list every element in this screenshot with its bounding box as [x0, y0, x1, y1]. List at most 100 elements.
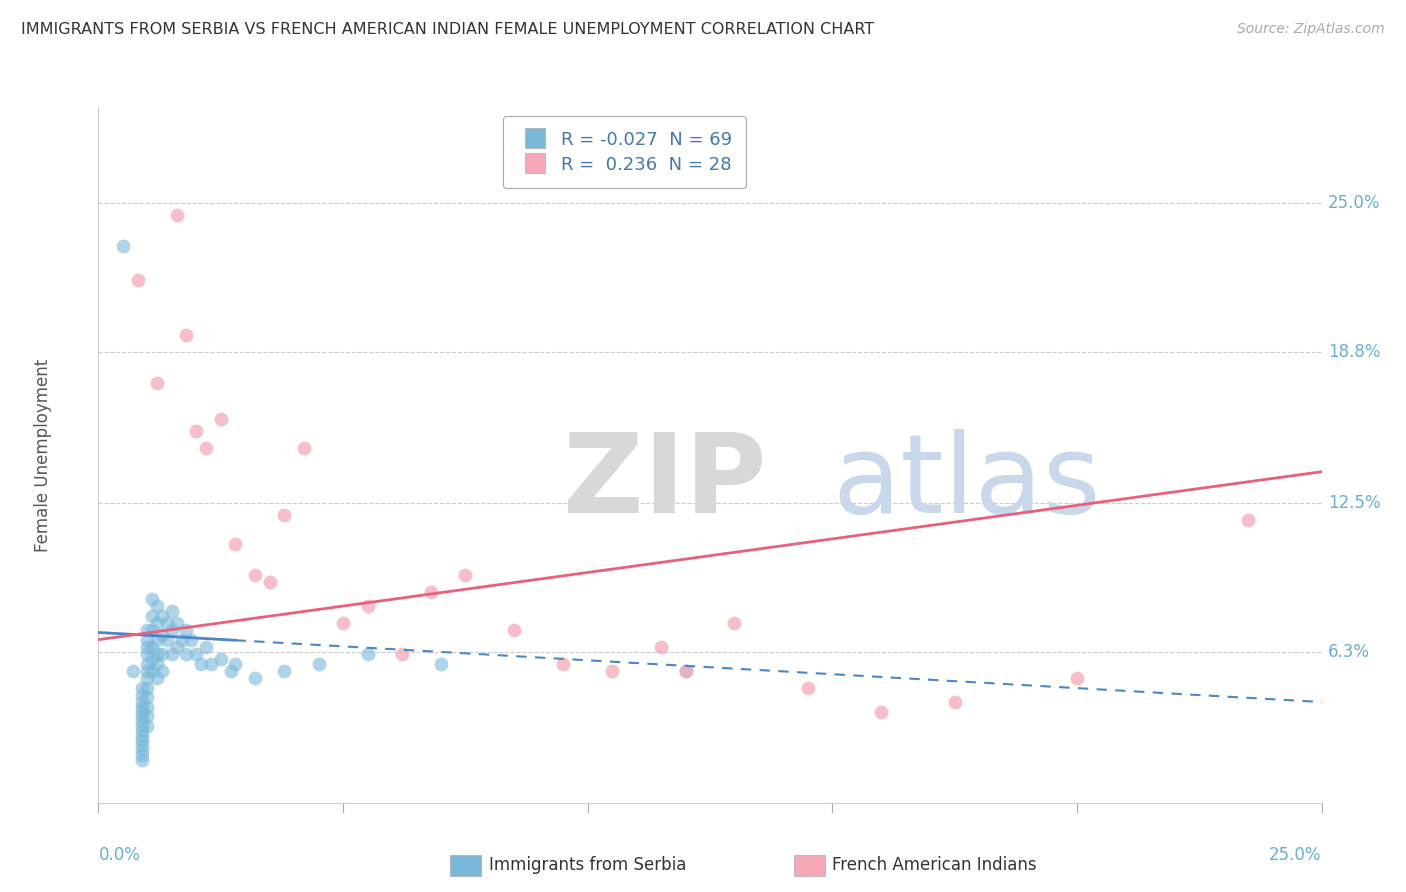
- Point: [111, 239, 134, 253]
- Point: [121, 664, 143, 678]
- Legend: R = -0.027  N = 69, R =  0.236  N = 28: R = -0.027 N = 69, R = 0.236 N = 28: [503, 116, 747, 188]
- Point: [136, 647, 159, 661]
- Point: [332, 615, 354, 630]
- Point: [797, 681, 820, 695]
- Point: [131, 709, 153, 723]
- Point: [195, 640, 218, 654]
- Point: [141, 652, 163, 666]
- Point: [292, 441, 315, 455]
- Text: ZIP: ZIP: [564, 429, 766, 536]
- Point: [131, 699, 153, 714]
- Point: [200, 657, 222, 671]
- Point: [156, 615, 179, 630]
- Point: [150, 608, 173, 623]
- Point: [136, 709, 159, 723]
- Text: IMMIGRANTS FROM SERBIA VS FRENCH AMERICAN INDIAN FEMALE UNEMPLOYMENT CORRELATION: IMMIGRANTS FROM SERBIA VS FRENCH AMERICA…: [21, 22, 875, 37]
- Point: [1237, 513, 1260, 527]
- Point: [141, 640, 163, 654]
- Point: [131, 747, 153, 762]
- Point: [943, 695, 966, 709]
- Text: 18.8%: 18.8%: [1327, 343, 1381, 360]
- Point: [131, 753, 153, 767]
- Point: [146, 615, 169, 630]
- Point: [219, 664, 242, 678]
- Point: [600, 664, 623, 678]
- Point: [160, 604, 183, 618]
- Point: [150, 628, 173, 642]
- Point: [136, 671, 159, 685]
- Point: [146, 671, 169, 685]
- Point: [195, 441, 218, 455]
- Point: [190, 657, 212, 671]
- Point: [675, 664, 697, 678]
- Point: [166, 208, 188, 222]
- Text: 25.0%: 25.0%: [1270, 846, 1322, 864]
- Point: [356, 647, 378, 661]
- Point: [131, 719, 153, 733]
- Point: [273, 508, 295, 522]
- Point: [141, 591, 163, 606]
- Point: [259, 575, 281, 590]
- Point: [503, 623, 526, 637]
- Text: 0.0%: 0.0%: [98, 846, 141, 864]
- Point: [243, 671, 266, 685]
- Point: [209, 652, 232, 666]
- Point: [156, 632, 179, 647]
- Point: [141, 608, 163, 623]
- Point: [131, 738, 153, 752]
- Point: [723, 615, 745, 630]
- Point: [675, 664, 697, 678]
- Text: 25.0%: 25.0%: [1327, 194, 1381, 212]
- Text: 6.3%: 6.3%: [1327, 642, 1369, 661]
- Point: [224, 537, 246, 551]
- Point: [391, 647, 413, 661]
- Point: [150, 664, 173, 678]
- Point: [224, 657, 246, 671]
- Point: [150, 647, 173, 661]
- Point: [131, 714, 153, 729]
- Point: [243, 567, 266, 582]
- Point: [141, 664, 163, 678]
- Point: [180, 632, 202, 647]
- Point: [127, 273, 149, 287]
- Point: [136, 681, 159, 695]
- Point: [146, 647, 169, 661]
- Point: [146, 632, 169, 647]
- Point: [176, 647, 198, 661]
- Point: [141, 623, 163, 637]
- Point: [170, 632, 193, 647]
- Point: [146, 376, 169, 390]
- Point: [186, 647, 208, 661]
- Point: [870, 705, 893, 719]
- Point: [430, 657, 453, 671]
- Point: [131, 695, 153, 709]
- Point: [136, 690, 159, 705]
- Point: [136, 657, 159, 671]
- Point: [136, 699, 159, 714]
- Point: [136, 640, 159, 654]
- Point: [356, 599, 378, 613]
- Point: [136, 664, 159, 678]
- Point: [308, 657, 330, 671]
- Point: [136, 623, 159, 637]
- Text: Source: ZipAtlas.com: Source: ZipAtlas.com: [1237, 22, 1385, 37]
- Text: Immigrants from Serbia: Immigrants from Serbia: [489, 856, 686, 874]
- Point: [209, 412, 232, 426]
- Point: [166, 615, 188, 630]
- Point: [136, 719, 159, 733]
- Point: [553, 657, 575, 671]
- Point: [146, 657, 169, 671]
- Text: Female Unemployment: Female Unemployment: [34, 359, 52, 551]
- Point: [131, 743, 153, 757]
- Point: [131, 688, 153, 702]
- Point: [131, 723, 153, 738]
- Point: [131, 733, 153, 747]
- Point: [166, 640, 188, 654]
- Point: [131, 681, 153, 695]
- Point: [1066, 671, 1088, 685]
- Point: [160, 647, 183, 661]
- Point: [176, 623, 198, 637]
- Point: [650, 640, 672, 654]
- Point: [420, 584, 443, 599]
- Point: [131, 705, 153, 719]
